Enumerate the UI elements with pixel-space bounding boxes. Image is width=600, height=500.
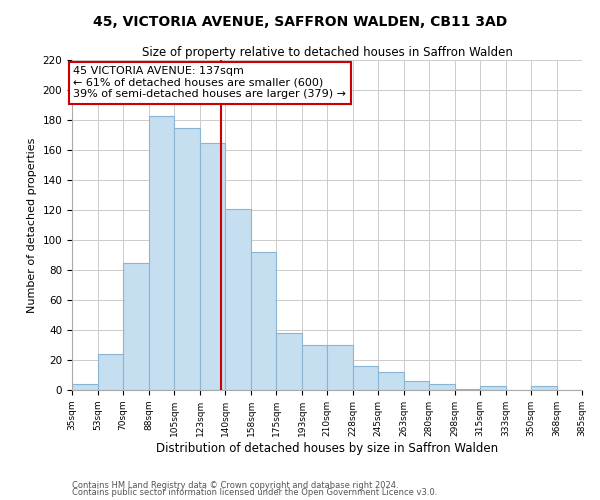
Bar	[123, 262, 149, 390]
Bar	[225, 208, 251, 390]
Bar	[200, 142, 225, 390]
Bar	[531, 386, 557, 390]
Bar	[251, 252, 276, 390]
Bar	[480, 386, 506, 390]
Bar	[353, 366, 378, 390]
Bar	[429, 384, 455, 390]
Title: Size of property relative to detached houses in Saffron Walden: Size of property relative to detached ho…	[142, 46, 512, 59]
Bar	[378, 372, 404, 390]
Bar	[455, 388, 480, 390]
Text: Contains HM Land Registry data © Crown copyright and database right 2024.: Contains HM Land Registry data © Crown c…	[72, 480, 398, 490]
Bar	[404, 381, 429, 390]
Text: 45 VICTORIA AVENUE: 137sqm
← 61% of detached houses are smaller (600)
39% of sem: 45 VICTORIA AVENUE: 137sqm ← 61% of deta…	[73, 66, 346, 99]
Y-axis label: Number of detached properties: Number of detached properties	[27, 138, 37, 312]
Bar	[72, 384, 98, 390]
Bar	[98, 354, 123, 390]
Text: 45, VICTORIA AVENUE, SAFFRON WALDEN, CB11 3AD: 45, VICTORIA AVENUE, SAFFRON WALDEN, CB1…	[93, 15, 507, 29]
Bar	[276, 333, 302, 390]
Bar	[302, 345, 327, 390]
Text: Contains public sector information licensed under the Open Government Licence v3: Contains public sector information licen…	[72, 488, 437, 497]
Bar	[149, 116, 174, 390]
Bar	[327, 345, 353, 390]
Bar	[174, 128, 200, 390]
X-axis label: Distribution of detached houses by size in Saffron Walden: Distribution of detached houses by size …	[156, 442, 498, 454]
